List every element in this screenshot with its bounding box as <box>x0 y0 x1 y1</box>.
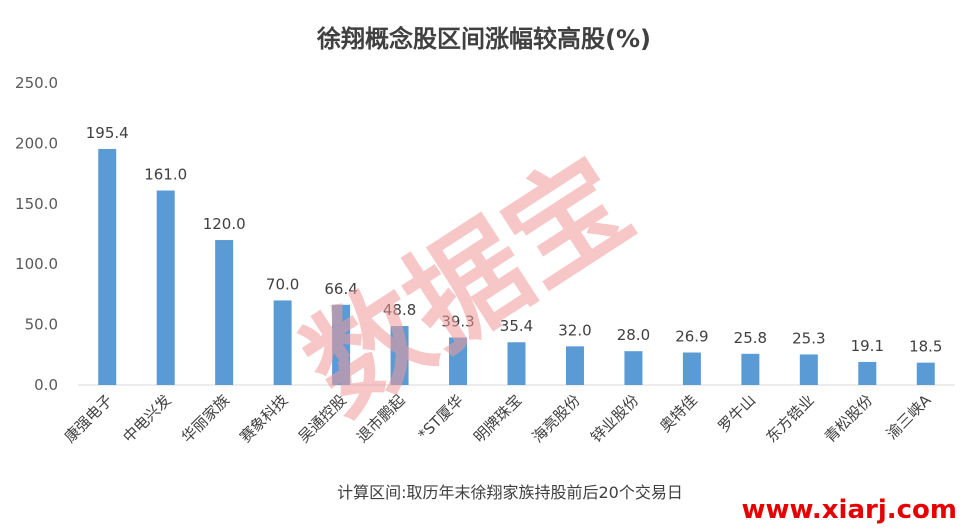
category-label: 华丽家族 <box>178 391 233 446</box>
data-label: 48.8 <box>383 301 416 319</box>
bar <box>98 148 117 385</box>
y-tick-label: 200.0 <box>15 134 58 152</box>
category-label: 康强电子 <box>61 391 116 446</box>
bar <box>273 300 292 385</box>
site-label: www.xiarj.com <box>742 495 957 525</box>
category-label: 锌业股份 <box>587 391 642 446</box>
bar <box>858 361 877 385</box>
data-label: 26.9 <box>675 328 708 346</box>
bar <box>215 240 234 385</box>
chart-title: 徐翔概念股区间涨幅较高股(%) <box>316 25 651 53</box>
data-label: 18.5 <box>909 338 942 356</box>
data-label: 32.0 <box>558 321 591 339</box>
data-label: 70.0 <box>266 275 299 293</box>
data-label: 28.0 <box>617 326 650 344</box>
bar <box>799 354 818 385</box>
calculation-note: 计算区间:取历年末徐翔家族持股前后20个交易日 <box>337 483 683 502</box>
category-label: *ST厦华 <box>414 391 466 443</box>
data-label: 25.3 <box>792 329 825 347</box>
bars <box>98 148 935 385</box>
y-tick-label: 50.0 <box>25 316 58 334</box>
bar <box>156 190 175 385</box>
data-label: 195.4 <box>86 124 129 142</box>
category-label: 东方锆业 <box>762 391 817 446</box>
category-label: 海亮股份 <box>529 391 584 446</box>
category-label: 青松股份 <box>821 391 876 446</box>
y-tick-label: 0.0 <box>34 376 58 394</box>
data-label: 66.4 <box>324 280 357 298</box>
data-label: 35.4 <box>500 317 533 335</box>
bar <box>741 353 760 385</box>
data-label: 25.8 <box>734 329 767 347</box>
bar <box>916 362 935 385</box>
category-label: 中电兴发 <box>119 391 174 446</box>
bar <box>507 342 526 385</box>
category-label: 赛象科技 <box>236 391 291 446</box>
bar <box>332 304 351 385</box>
y-tick-label: 250.0 <box>15 74 58 92</box>
category-label: 渝三峡A <box>883 391 935 443</box>
data-label: 161.0 <box>144 166 187 184</box>
data-label: 39.3 <box>441 313 474 331</box>
category-label: 罗牛山 <box>715 391 760 436</box>
category-label: 明牌珠宝 <box>470 391 525 446</box>
data-label: 19.1 <box>851 337 884 355</box>
y-tick-label: 150.0 <box>15 195 58 213</box>
bar <box>449 337 468 385</box>
bar <box>624 351 643 385</box>
bar <box>390 326 409 385</box>
y-axis: 0.0 50.0 100.0 150.0 200.0 250.0 <box>15 74 58 394</box>
category-label: 奥特佳 <box>656 391 701 436</box>
bar <box>565 346 584 385</box>
data-labels: 195.4 161.0 120.0 70.0 66.4 48.8 39.3 35.4 32.0 2… <box>86 124 943 356</box>
y-tick-label: 100.0 <box>15 255 58 273</box>
bar <box>682 352 701 385</box>
data-label: 120.0 <box>203 215 246 233</box>
category-labels: 康强电子 中电兴发 华丽家族 赛象科技 吴通控股 退市鹏起 *ST厦华 明牌珠宝 海亮股份 锌业股… <box>61 391 935 447</box>
